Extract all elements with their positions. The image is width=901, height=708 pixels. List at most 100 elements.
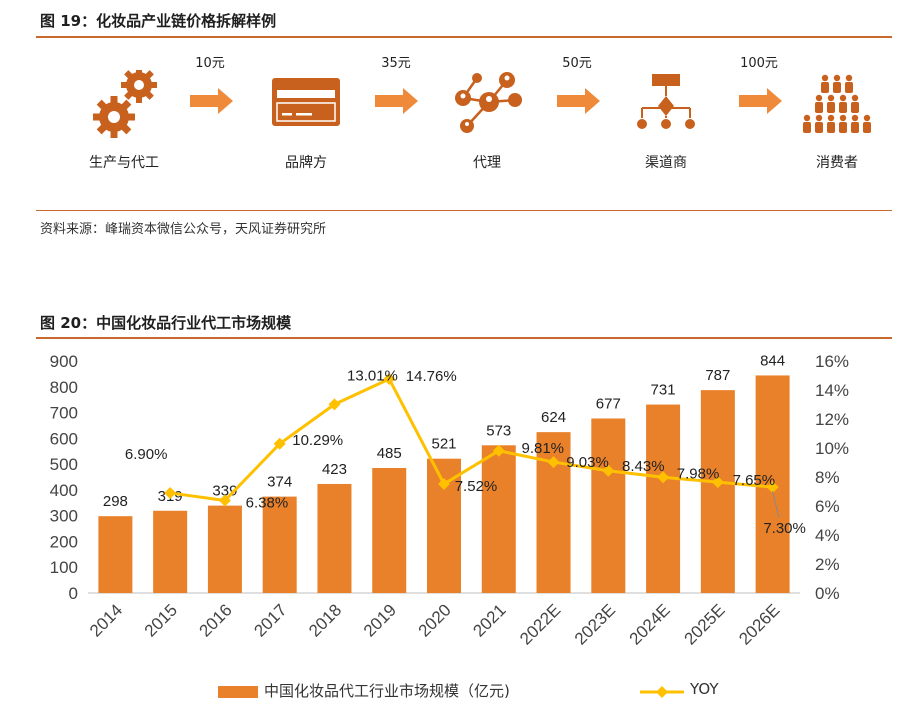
card-icon (272, 78, 340, 126)
figure19-source: 资料来源：峰瑞资本微信公众号，天风证券研究所 (40, 222, 327, 237)
person-icon (815, 94, 823, 102)
person-icon (839, 102, 847, 113)
bar-value-label: 423 (322, 461, 347, 478)
price-label: 50元 (562, 56, 592, 71)
person-icon (845, 74, 853, 82)
x-tick-label: 2015 (141, 600, 181, 640)
x-tick-label: 2019 (360, 600, 400, 640)
bar (372, 467, 407, 593)
price-label: 100元 (740, 56, 778, 71)
bar-value-label: 731 (651, 382, 676, 399)
yoy-point (602, 464, 615, 477)
step-label: 生产与代工 (89, 155, 159, 171)
crowd-icon (803, 74, 871, 133)
yoy-value-label: 14.76% (406, 368, 457, 385)
x-tick-label: 2018 (305, 600, 345, 640)
x-tick-label: 2017 (250, 600, 290, 640)
legend-line-swatch (640, 686, 684, 698)
legend-bar-swatch (218, 686, 258, 698)
yoy-value-label: 6.90% (125, 446, 168, 463)
bar-value-label: 298 (103, 493, 128, 510)
step-label: 代理 (473, 155, 501, 171)
step-production: 生产与代工 (64, 67, 184, 171)
figure20-title: 图 20：中国化妆品行业代工市场规模 (40, 314, 292, 332)
yoy-value-label: 10.29% (292, 432, 343, 449)
yoy-value-label: 7.98% (677, 465, 720, 482)
person-icon (827, 122, 835, 133)
yoy-value-label: 13.01% (347, 367, 398, 384)
yoy-point (547, 456, 560, 469)
person-icon (851, 102, 859, 113)
arrow-icon (190, 88, 233, 114)
yoy-point (164, 486, 177, 499)
person-icon (827, 102, 835, 113)
arrow-icon (739, 88, 782, 114)
yoy-value-label: 7.65% (733, 472, 776, 489)
y-right-tick-label: 4% (815, 526, 840, 545)
yoy-point (383, 372, 396, 385)
yoy-value-label: 6.38% (246, 494, 289, 511)
y-right-tick-label: 16% (815, 352, 849, 371)
price-label: 10元 (195, 56, 225, 71)
yoy-value-label: 8.43% (622, 458, 665, 475)
yoy-point (273, 437, 286, 450)
yoy-line (169, 377, 773, 503)
bar-value-label: 844 (760, 352, 785, 369)
person-icon (851, 122, 859, 133)
x-tick-label: 2016 (196, 600, 236, 640)
person-icon (815, 102, 823, 113)
yoy-leader-line (772, 491, 780, 518)
bar (646, 404, 681, 593)
step-channel: 渠道商 (606, 70, 726, 171)
person-icon (851, 94, 859, 102)
bar (262, 496, 297, 593)
person-icon (827, 114, 835, 122)
figure19-bottom-rule (36, 210, 892, 211)
x-tick-label: 2021 (469, 600, 509, 640)
y-left-tick-label: 500 (50, 455, 78, 474)
person-icon (803, 122, 811, 133)
yoy-value-label: 9.81% (521, 440, 564, 457)
bar (153, 510, 188, 593)
bar (481, 445, 516, 593)
yoy-point (492, 444, 505, 457)
person-icon (833, 74, 841, 82)
y-left-tick-label: 600 (50, 429, 78, 448)
yoy-point (328, 398, 341, 411)
x-tick-label: 2020 (415, 600, 455, 640)
bar-value-label: 485 (377, 445, 402, 462)
yoy-value-label: 7.52% (455, 478, 498, 495)
y-left-tick-label: 300 (50, 507, 78, 526)
x-tick-label: 2022E (516, 600, 564, 648)
bar-value-label: 374 (267, 474, 292, 491)
y-left-tick-label: 400 (50, 481, 78, 500)
step-consumer: 消费者 (777, 70, 897, 171)
x-tick-label: 2026E (735, 600, 783, 648)
figure20-top-rule (36, 337, 892, 339)
bar (591, 418, 626, 593)
person-icon (821, 82, 829, 93)
x-tick-label: 2023E (571, 600, 619, 648)
figure19-top-rule (36, 36, 892, 38)
person-icon (803, 114, 811, 122)
yoy-value-label: 9.03% (566, 454, 609, 471)
person-icon (851, 114, 859, 122)
legend-line-label: YOY (690, 680, 719, 698)
y-left-tick-label: 0 (69, 584, 78, 603)
step-label: 品牌方 (285, 155, 327, 171)
network-icon (455, 72, 522, 133)
price-label: 35元 (381, 56, 411, 71)
y-right-tick-label: 6% (815, 497, 840, 516)
bar (98, 516, 133, 593)
person-icon (839, 122, 847, 133)
y-right-tick-label: 12% (815, 410, 849, 429)
legend-bar-label: 中国化妆品代工行业市场规模（亿元) (264, 682, 510, 700)
yoy-point (657, 471, 670, 484)
yoy-value-label: 7.30% (763, 520, 806, 537)
y-right-tick-label: 10% (815, 439, 849, 458)
person-icon (821, 74, 829, 82)
bar (317, 483, 352, 593)
step-label: 渠道商 (645, 155, 687, 171)
person-icon (833, 82, 841, 93)
step-agent: 代理 (427, 70, 547, 171)
